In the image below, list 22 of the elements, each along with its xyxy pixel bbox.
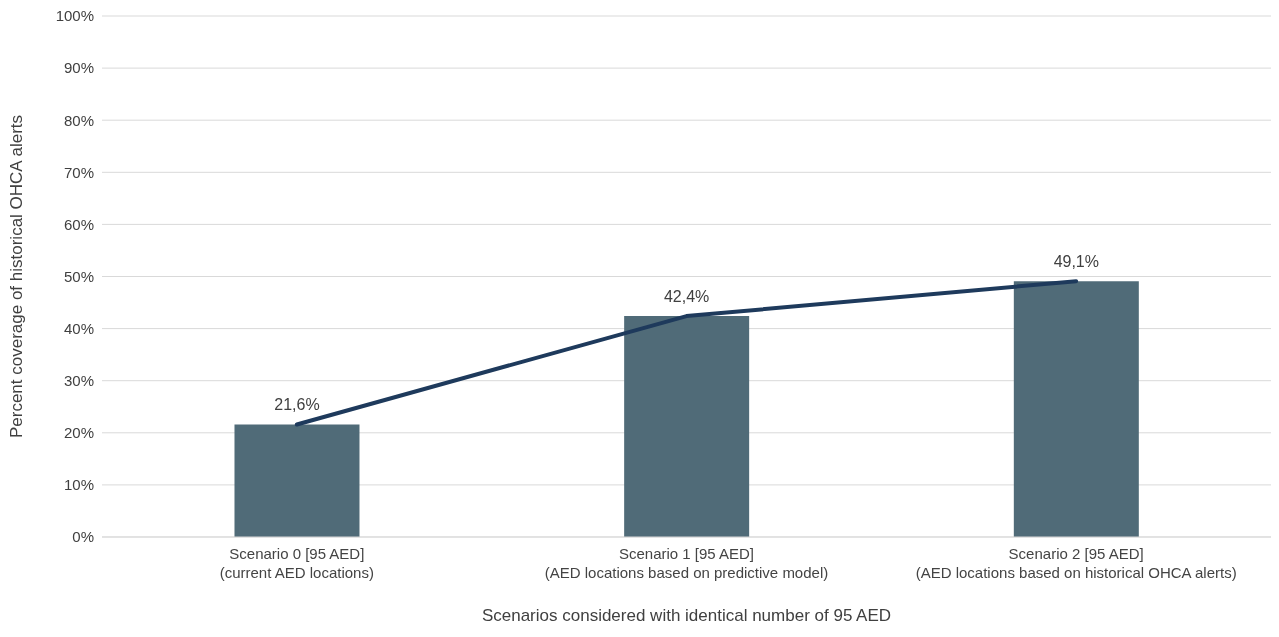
y-tick-label: 100% bbox=[55, 7, 94, 25]
y-tick-label: 20% bbox=[63, 424, 94, 442]
bar bbox=[624, 316, 750, 537]
y-tick-label: 70% bbox=[63, 163, 94, 181]
x-tick-label: Scenario 1 [95 AED] (AED locations based on predictive model) bbox=[544, 545, 829, 581]
bar bbox=[1013, 281, 1139, 537]
y-tick-label: 30% bbox=[63, 372, 94, 390]
data-label: 42,4% bbox=[663, 288, 710, 306]
data-label: 49,1% bbox=[1053, 253, 1100, 271]
y-axis-title: Percent coverage of historical OHCA alerts bbox=[7, 114, 27, 439]
y-tick-label: 40% bbox=[63, 319, 94, 337]
x-tick-label: Scenario 0 [95 AED] (current AED locations) bbox=[219, 545, 374, 581]
y-tick-label: 50% bbox=[63, 267, 94, 285]
y-tick-label: 90% bbox=[63, 59, 94, 77]
x-tick-label: Scenario 2 [95 AED] (AED locations based on historical OHCA alerts) bbox=[915, 545, 1237, 581]
y-tick-label: 80% bbox=[63, 111, 94, 129]
y-tick-label: 60% bbox=[63, 215, 94, 233]
y-tick-label: 10% bbox=[63, 476, 94, 494]
bar bbox=[234, 424, 360, 537]
y-tick-label: 0% bbox=[72, 528, 94, 546]
data-label: 21,6% bbox=[274, 396, 320, 414]
x-axis-title: Scenarios considered with identical number of 95 AED bbox=[481, 606, 892, 625]
